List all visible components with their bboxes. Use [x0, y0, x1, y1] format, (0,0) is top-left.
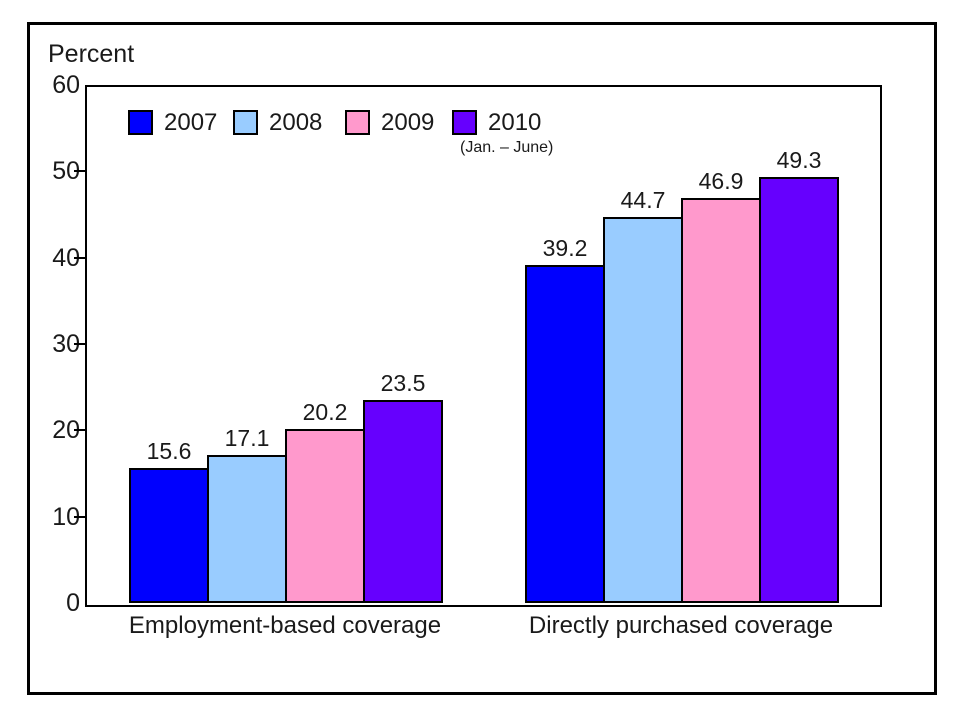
bar-2007-group1: [129, 468, 209, 603]
bar-2008-group1: [207, 455, 287, 603]
x-axis-label-directly-purchased: Directly purchased coverage: [528, 612, 834, 639]
figure-border: [27, 22, 937, 695]
legend-swatch-2008: [233, 110, 258, 135]
bar-value-label-2009-group2: 46.9: [698, 168, 744, 194]
y-axis-title: Percent: [48, 40, 135, 68]
legend-label-2007: 2007: [164, 109, 218, 136]
y-tick-label-0: 0: [66, 589, 80, 617]
bar-value-label-2007-group2: 39.2: [542, 235, 588, 261]
legend-label-2008: 2008: [269, 109, 323, 136]
legend-label-2009: 2009: [381, 109, 435, 136]
bar-value-label-2007-group1: 15.6: [146, 438, 192, 464]
y-tick-label-50: 50: [52, 157, 80, 186]
y-tick-mark-50: [74, 170, 85, 173]
bar-value-label-2010-group2: 49.3: [776, 147, 822, 173]
legend-swatch-2010: [452, 110, 477, 135]
bar-value-label-2008-group2: 44.7: [620, 187, 666, 213]
bar-2010-group1: [363, 400, 443, 603]
y-tick-mark-30: [74, 343, 85, 345]
legend-swatch-2007: [128, 110, 153, 135]
y-tick-label-10: 10: [52, 502, 80, 531]
y-tick-label-40: 40: [52, 243, 80, 272]
y-tick-label-60: 60: [52, 71, 80, 99]
bar-2008-group2: [603, 217, 683, 603]
y-tick-mark-20: [74, 429, 85, 432]
legend-swatch-2009: [345, 110, 370, 135]
y-tick-mark-10: [74, 515, 85, 518]
y-tick-label-20: 20: [52, 416, 80, 445]
bar-2010-group2: [759, 177, 839, 603]
x-axis-label-employment-based: Employment-based coverage: [128, 612, 442, 639]
bar-2007-group2: [525, 265, 605, 603]
bar-value-label-2008-group1: 17.1: [224, 425, 270, 451]
y-tick-mark-40: [74, 256, 85, 259]
bar-value-label-2010-group1: 23.5: [380, 370, 426, 396]
y-tick-label-30: 30: [52, 330, 80, 358]
legend-label-2010: 2010: [488, 109, 542, 136]
legend-sublabel-2010: (Jan. – June): [460, 139, 554, 156]
bar-2009-group2: [681, 198, 761, 603]
bar-2009-group1: [285, 429, 365, 603]
plot-area: [85, 85, 882, 607]
bar-value-label-2009-group1: 20.2: [302, 399, 348, 425]
